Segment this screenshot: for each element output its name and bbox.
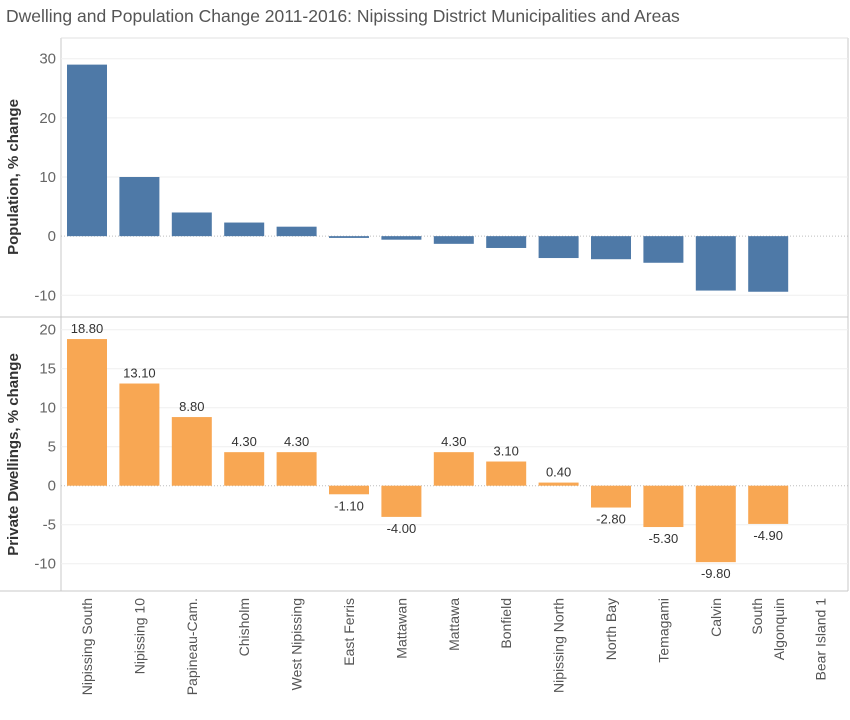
population-bar bbox=[643, 236, 684, 263]
dwellings-bar bbox=[224, 452, 265, 486]
dwellings-bar bbox=[433, 452, 474, 486]
x-category-label: Chisholm bbox=[236, 598, 252, 656]
population-y-tick-label: -10 bbox=[34, 287, 56, 304]
population-bar bbox=[591, 236, 631, 260]
dwellings-y-tick-label: 20 bbox=[39, 322, 56, 339]
x-category-label: Nipissing North bbox=[551, 598, 567, 693]
dwellings-data-label: 4.30 bbox=[441, 434, 466, 449]
x-category-label: North Bay bbox=[603, 598, 619, 660]
dwellings-y-tick-label: 5 bbox=[48, 439, 56, 456]
dwellings-bar bbox=[381, 485, 422, 517]
population-bar bbox=[171, 212, 212, 237]
dwellings-bar bbox=[119, 383, 160, 486]
dwellings-bar bbox=[591, 485, 631, 508]
dwellings-data-label: -1.10 bbox=[334, 498, 364, 513]
dwellings-bar bbox=[695, 485, 736, 563]
dwellings-bar bbox=[276, 452, 317, 486]
population-bar bbox=[329, 236, 369, 238]
dwellings-bar bbox=[486, 461, 527, 486]
dwellings-data-label: 4.30 bbox=[232, 434, 257, 449]
population-bar bbox=[695, 236, 736, 291]
dwellings-y-tick-label: 0 bbox=[48, 478, 56, 495]
population-y-tick-label: 20 bbox=[39, 110, 56, 127]
population-bar bbox=[486, 236, 527, 248]
dwellings-data-label: 13.10 bbox=[123, 366, 156, 381]
population-bar bbox=[433, 236, 474, 244]
dwellings-bar bbox=[748, 485, 789, 524]
dwellings-bar bbox=[67, 339, 107, 486]
population-y-tick-label: 10 bbox=[39, 169, 56, 186]
population-axis-title: Population, % change bbox=[5, 99, 22, 255]
dwellings-data-label: 0.40 bbox=[546, 465, 571, 480]
dwellings-data-label: -9.80 bbox=[701, 566, 731, 581]
x-category-label: Mattawa bbox=[446, 598, 462, 651]
dwellings-bar bbox=[171, 417, 212, 486]
x-category-label: Nipissing 10 bbox=[131, 598, 147, 674]
dwellings-bar bbox=[643, 485, 684, 528]
dwellings-y-tick-label: 10 bbox=[39, 400, 56, 417]
dwellings-panel: -10 -5 0 5 10 15 20 Private Dwellings, % change… bbox=[5, 321, 848, 581]
x-category-label: Papineau-Cam. bbox=[184, 598, 200, 695]
x-category-label: Calvin bbox=[708, 598, 724, 637]
x-category-label: Bonfield bbox=[498, 598, 514, 649]
x-category-label: Temagami bbox=[655, 598, 671, 663]
dwellings-data-label: -4.90 bbox=[753, 528, 783, 543]
x-category-label: Algonquin bbox=[771, 598, 787, 660]
dwellings-y-tick-label: -5 bbox=[43, 517, 56, 534]
dwellings-bar bbox=[538, 482, 579, 486]
population-y-tick-label: 30 bbox=[39, 51, 56, 68]
dwellings-axis-title: Private Dwellings, % change bbox=[5, 353, 22, 556]
dwellings-y-tick-label: 15 bbox=[39, 361, 56, 378]
x-category-label: South bbox=[749, 598, 765, 635]
population-bar bbox=[538, 236, 579, 259]
population-bar bbox=[276, 226, 317, 237]
dwellings-y-tick-label: -10 bbox=[34, 556, 56, 573]
population-bar bbox=[381, 236, 422, 240]
population-bar bbox=[224, 222, 265, 237]
dwellings-data-label: 3.10 bbox=[494, 444, 519, 459]
dwellings-data-label: -2.80 bbox=[596, 512, 626, 527]
x-category-label: Nipissing South bbox=[79, 598, 95, 695]
dwellings-data-label: 4.30 bbox=[284, 434, 309, 449]
x-category-label: Bear Island 1 bbox=[813, 598, 829, 681]
population-panel: -10 0 10 20 30 Population, % change bbox=[5, 51, 848, 304]
x-category-label: Mattawan bbox=[393, 598, 409, 659]
dwellings-data-label: -4.00 bbox=[387, 521, 417, 536]
dwellings-data-label: 8.80 bbox=[179, 399, 204, 414]
x-category-label: West Nipissing bbox=[289, 598, 305, 690]
population-bar bbox=[119, 177, 160, 237]
x-category-label: East Ferris bbox=[341, 598, 357, 666]
dwellings-data-label: -5.30 bbox=[649, 531, 679, 546]
population-bar bbox=[67, 64, 107, 237]
population-y-tick-label: 0 bbox=[48, 228, 56, 245]
chart-title: Dwelling and Population Change 2011-2016… bbox=[6, 6, 680, 26]
population-bar bbox=[748, 236, 789, 292]
dwellings-data-label: 18.80 bbox=[71, 321, 104, 336]
dwellings-bar bbox=[329, 485, 369, 495]
